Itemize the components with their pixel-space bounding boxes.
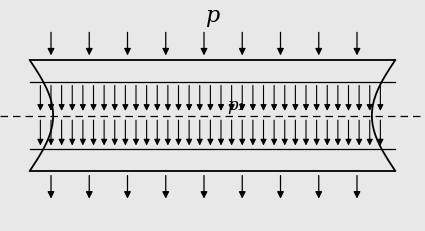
Text: p₁: p₁ (227, 97, 245, 114)
Text: p: p (205, 5, 220, 27)
